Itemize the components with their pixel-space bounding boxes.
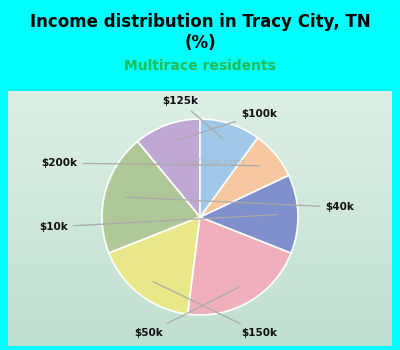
Text: $50k: $50k bbox=[135, 287, 238, 338]
Text: CityData.com: CityData.com bbox=[179, 158, 246, 168]
Wedge shape bbox=[102, 141, 200, 253]
Wedge shape bbox=[200, 119, 258, 217]
Text: $10k: $10k bbox=[39, 215, 278, 232]
Wedge shape bbox=[188, 217, 291, 315]
Wedge shape bbox=[109, 217, 200, 314]
Text: $40k: $40k bbox=[125, 197, 354, 212]
Wedge shape bbox=[200, 138, 289, 217]
Text: $150k: $150k bbox=[153, 282, 277, 338]
Text: Income distribution in Tracy City, TN
(%): Income distribution in Tracy City, TN (%… bbox=[30, 13, 370, 52]
Text: $125k: $125k bbox=[162, 96, 223, 139]
Text: $200k: $200k bbox=[42, 158, 259, 168]
Text: Multirace residents: Multirace residents bbox=[124, 58, 276, 73]
Wedge shape bbox=[138, 119, 200, 217]
Text: $100k: $100k bbox=[176, 109, 277, 141]
Wedge shape bbox=[200, 175, 298, 253]
